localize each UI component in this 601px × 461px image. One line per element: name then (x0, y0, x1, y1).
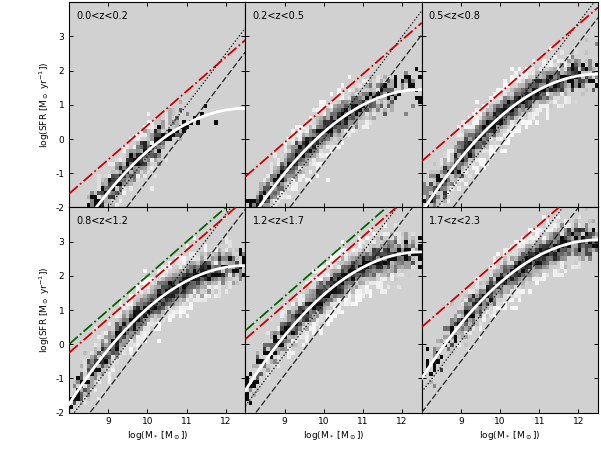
Y-axis label: log(SFR [M$_\odot$ yr$^{-1}$]): log(SFR [M$_\odot$ yr$^{-1}$]) (38, 62, 52, 148)
Text: 0.2<z<0.5: 0.2<z<0.5 (252, 11, 305, 20)
Y-axis label: log(SFR [M$_\odot$ yr$^{-1}$]): log(SFR [M$_\odot$ yr$^{-1}$]) (38, 267, 52, 353)
X-axis label: log(M$_*$ [M$_\odot$]): log(M$_*$ [M$_\odot$]) (127, 429, 188, 442)
Text: 1.2<z<1.7: 1.2<z<1.7 (252, 216, 305, 225)
X-axis label: log(M$_*$ [M$_\odot$]): log(M$_*$ [M$_\odot$]) (479, 429, 540, 442)
Text: 1.7<z<2.3: 1.7<z<2.3 (429, 216, 481, 225)
Text: 0.0<z<0.2: 0.0<z<0.2 (76, 11, 128, 20)
X-axis label: log(M$_*$ [M$_\odot$]): log(M$_*$ [M$_\odot$]) (303, 429, 364, 442)
Text: 0.8<z<1.2: 0.8<z<1.2 (76, 216, 128, 225)
Text: 0.5<z<0.8: 0.5<z<0.8 (429, 11, 481, 20)
